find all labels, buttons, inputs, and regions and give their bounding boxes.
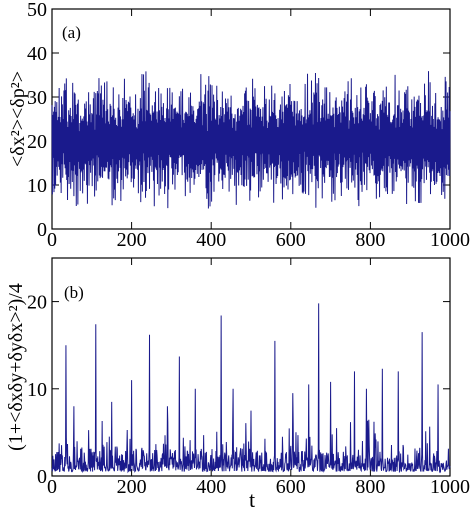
panel-b-ytick-label: 0	[37, 466, 47, 488]
panel-a-ticks: 0 200 400 600 800 1000 0 10 20 30 40 50	[27, 0, 470, 251]
panel-a-xtick-label: 0	[47, 229, 57, 251]
panel-b-ytick-label: 10	[27, 379, 47, 401]
panel-a-xtick-label: 800	[355, 229, 385, 251]
panel-a-series-line	[51, 71, 451, 209]
panel-a-xtick-label: 400	[196, 229, 226, 251]
panel-a-ylabel: <δx²><δp²>	[7, 71, 29, 167]
panel-b-xtick-label: 200	[117, 476, 147, 498]
panel-a-ytick-label: 10	[27, 175, 47, 197]
panel-b-xtick-label: 600	[276, 476, 306, 498]
panel-a-label: (a)	[62, 23, 81, 42]
panel-a: (a) <δx²><δp²> 0 200 400 600 800 1000 0 10 20 30 4…	[7, 0, 470, 251]
panel-a-ytick-label: 40	[27, 43, 47, 65]
panel-a-ytick-label: 30	[27, 87, 47, 109]
panel-a-xtick-label: 1000	[430, 229, 470, 251]
panel-a-ytick-label: 50	[27, 0, 47, 21]
panel-b-xlabel: t	[249, 487, 255, 512]
panel-b-ylabel: (1+<δxδy+δyδx>²)/4	[5, 283, 27, 451]
panel-b-ticks: 0 200 400 600 800 1000 0 10 20	[27, 258, 470, 498]
panel-b-xtick-label: 800	[355, 476, 385, 498]
panel-b-label: (b)	[64, 283, 84, 302]
panel-a-ytick-label: 0	[37, 219, 47, 241]
panel-a-ytick-label: 20	[27, 131, 47, 153]
panel-b-ytick-label: 20	[27, 292, 47, 314]
panel-a-xtick-label: 600	[276, 229, 306, 251]
panel-b: (b) (1+<δxδy+δyδx>²)/4 t 0 200 400 600 800 10…	[5, 257, 470, 512]
panel-b-series-line	[51, 303, 451, 474]
panel-b-frame	[51, 257, 451, 477]
panel-b-xtick-label: 1000	[430, 476, 470, 498]
panel-a-xtick-label: 200	[117, 229, 147, 251]
panel-b-xtick-label: 400	[196, 476, 226, 498]
panel-b-xtick-label: 0	[47, 476, 57, 498]
